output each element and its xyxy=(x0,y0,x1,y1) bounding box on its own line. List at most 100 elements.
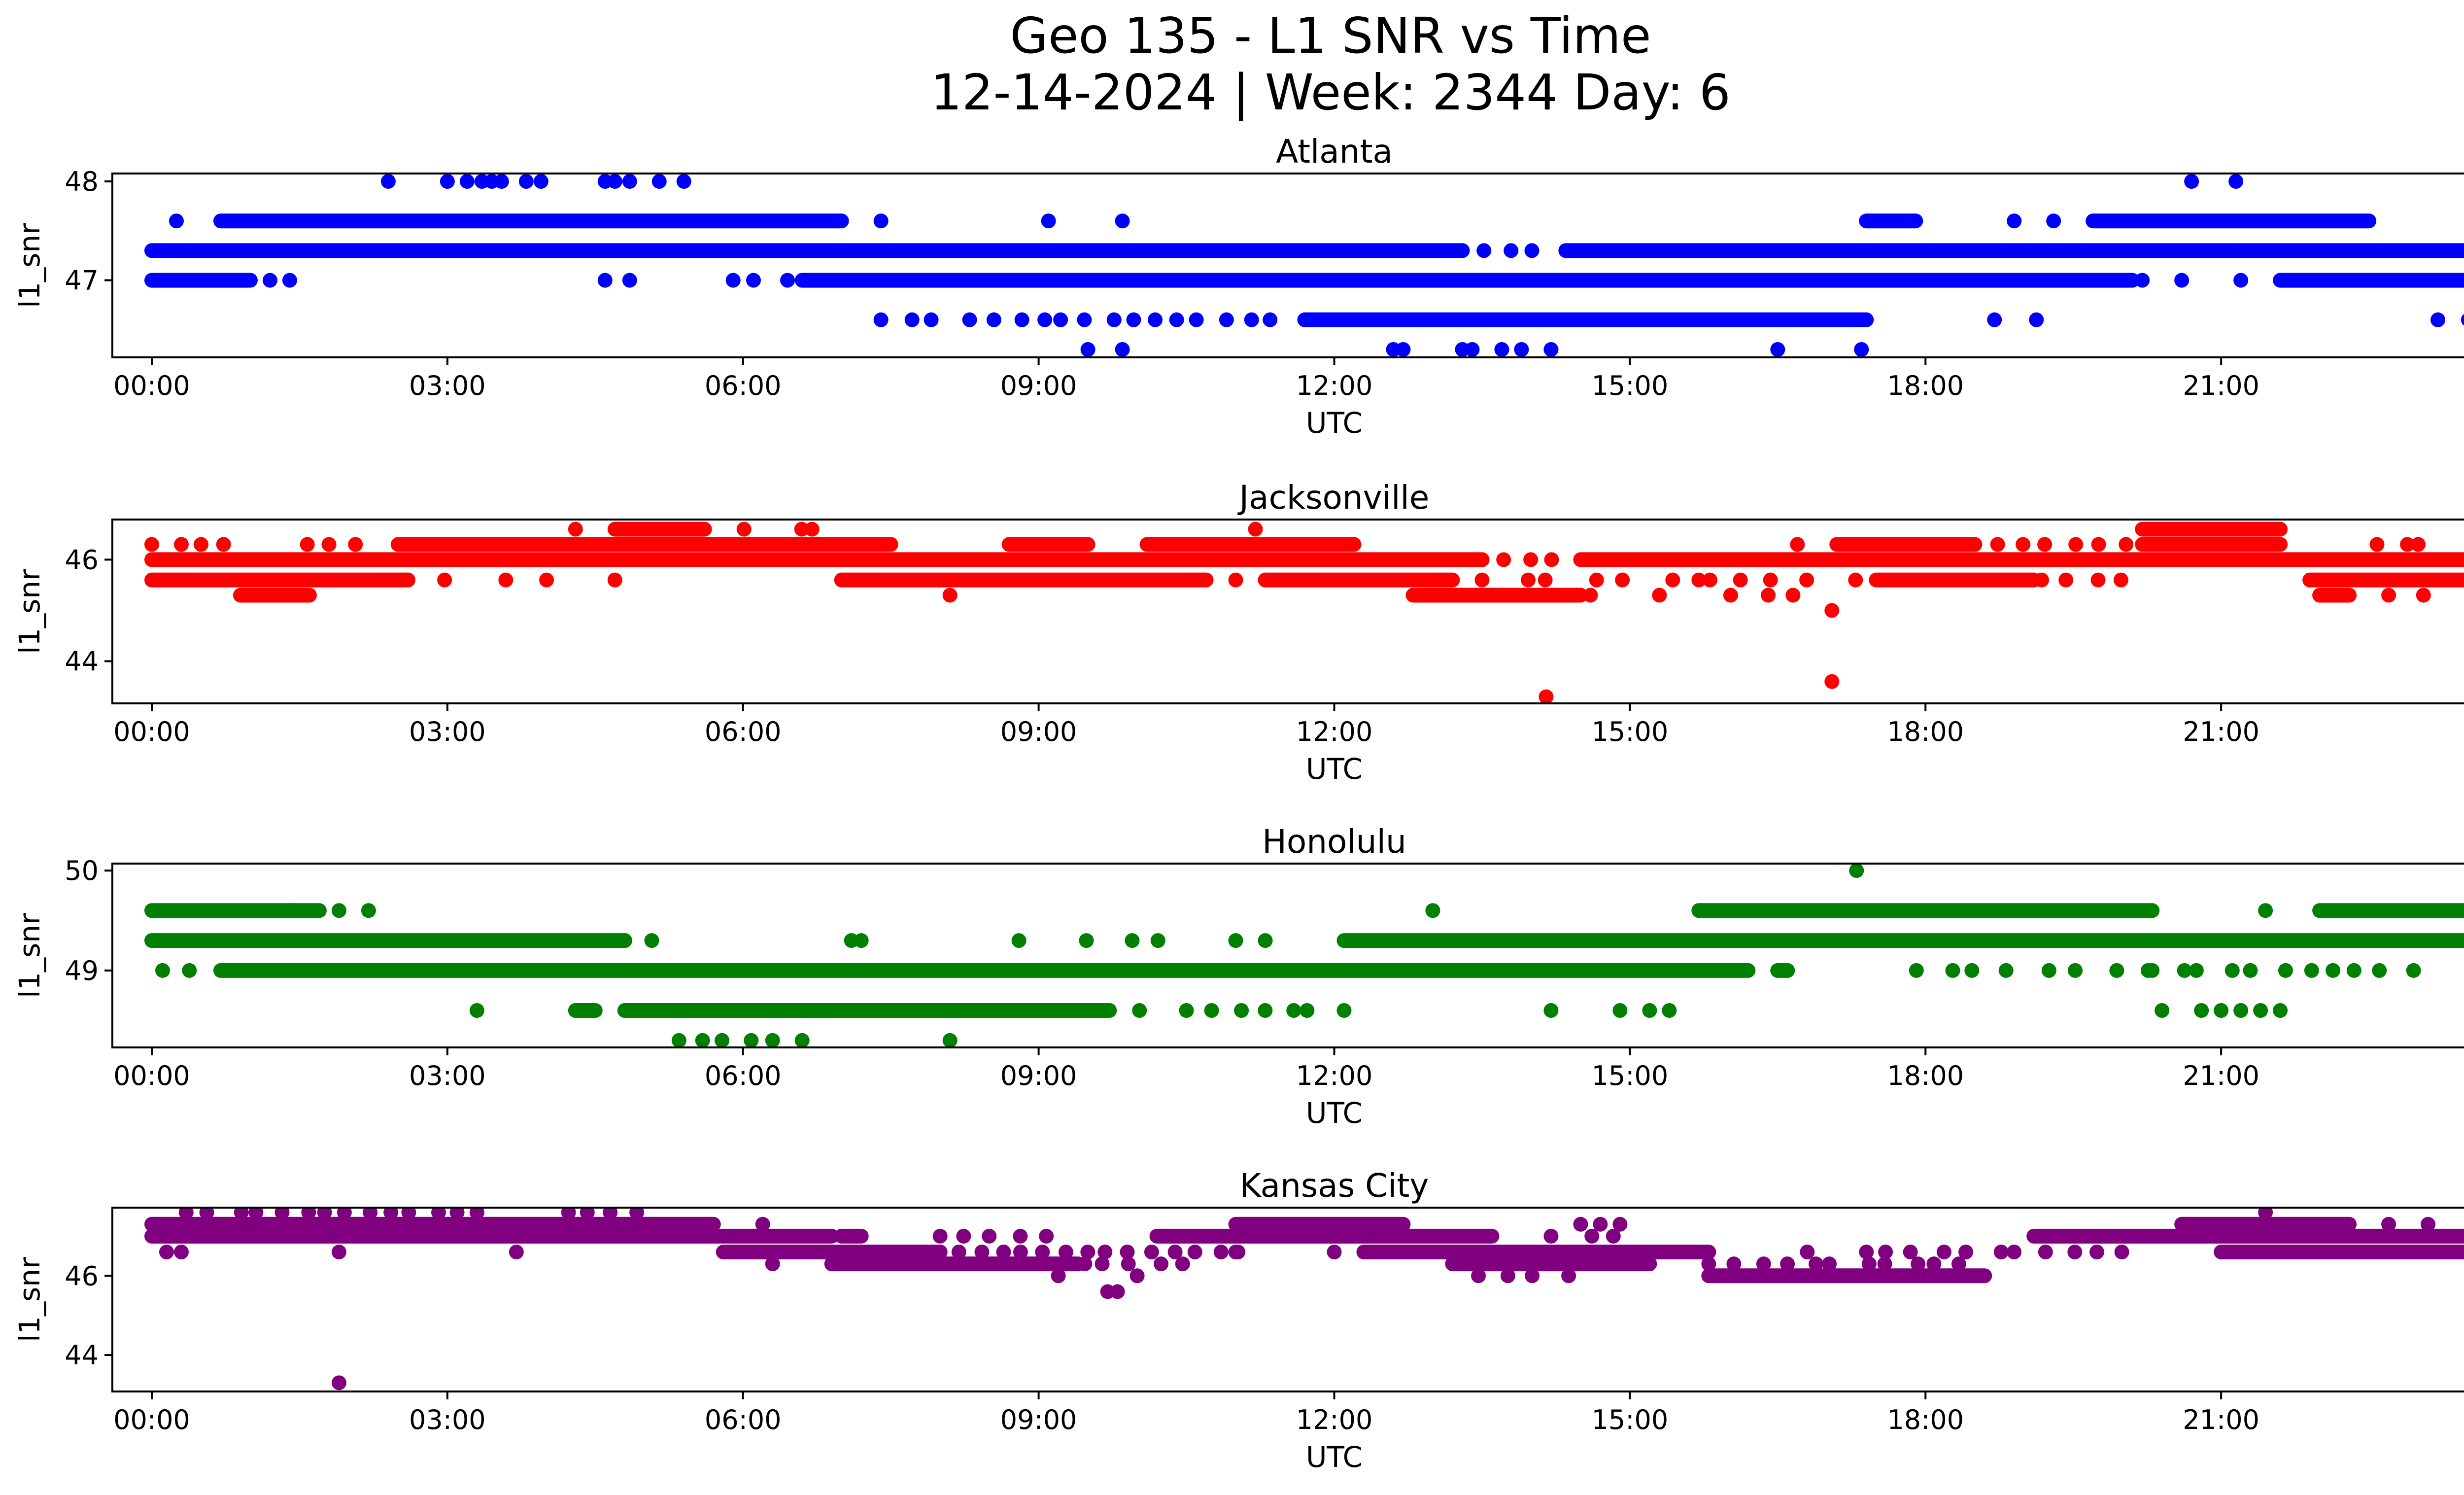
data-point xyxy=(262,273,277,288)
data-point xyxy=(1154,1256,1169,1272)
data-point xyxy=(1543,1228,1559,1244)
data-point xyxy=(996,1245,1011,1260)
data-point xyxy=(986,312,1001,327)
y-tick-label: 46 xyxy=(65,544,99,575)
x-tick-label: 00:00 xyxy=(113,1060,190,1091)
data-point xyxy=(2041,963,2056,978)
data-point xyxy=(331,1245,346,1260)
data-point xyxy=(2401,1245,2416,1260)
data-point xyxy=(746,273,761,288)
data-point xyxy=(2037,537,2053,552)
x-tick-label: 21:00 xyxy=(2183,1060,2259,1091)
data-point xyxy=(962,312,977,327)
data-point xyxy=(1763,572,1778,588)
data-point xyxy=(494,174,509,189)
data-band xyxy=(1558,243,2464,258)
data-point xyxy=(2369,537,2385,552)
data-point xyxy=(2258,903,2273,918)
data-band xyxy=(233,588,317,603)
data-band xyxy=(1001,537,1095,552)
data-point xyxy=(1144,1245,1159,1260)
data-point xyxy=(199,1208,214,1220)
data-point xyxy=(1926,1256,1942,1272)
data-band xyxy=(834,572,1214,588)
y-tick-label: 44 xyxy=(65,646,99,677)
data-point xyxy=(1525,1268,1540,1284)
data-point xyxy=(193,537,208,552)
data-band xyxy=(144,552,1490,567)
data-point xyxy=(1121,1256,1136,1272)
x-tick-label: 15:00 xyxy=(1592,716,1669,747)
data-point xyxy=(1780,1256,1795,1272)
data-band xyxy=(2135,522,2288,537)
data-points xyxy=(144,174,2464,357)
data-point xyxy=(1228,1245,1243,1260)
data-point xyxy=(755,1217,770,1232)
data-point xyxy=(2416,588,2431,603)
data-point xyxy=(2089,1245,2105,1260)
data-band xyxy=(2135,537,2288,552)
x-tick-label: 03:00 xyxy=(409,370,486,401)
data-point xyxy=(1051,1268,1066,1284)
x-tick-label: 12:00 xyxy=(1296,370,1373,401)
data-point xyxy=(2135,273,2150,288)
y-axis-label: l1_snr xyxy=(13,913,46,998)
data-point xyxy=(1990,537,2005,552)
x-tick-label: 18:00 xyxy=(1887,370,1964,401)
data-point xyxy=(2007,213,2022,229)
data-point xyxy=(1561,1268,1576,1284)
x-tick-label: 00:00 xyxy=(113,370,190,401)
data-point xyxy=(1228,572,1243,588)
data-point xyxy=(1327,1245,1342,1260)
data-point xyxy=(380,174,396,189)
data-point xyxy=(178,1208,194,1220)
data-point xyxy=(383,1208,399,1220)
data-point xyxy=(1129,1268,1145,1284)
data-band xyxy=(1770,963,1795,978)
data-point xyxy=(2233,1003,2249,1018)
data-point xyxy=(301,1208,316,1220)
data-point xyxy=(1263,312,1278,327)
data-point xyxy=(1219,312,1234,327)
x-tick-label: 18:00 xyxy=(1887,716,1964,747)
x-tick-label: 06:00 xyxy=(705,716,782,747)
data-point xyxy=(1035,1245,1050,1260)
data-point xyxy=(2228,243,2244,258)
x-tick-label: 09:00 xyxy=(1000,716,1077,747)
data-point xyxy=(597,273,613,288)
data-point xyxy=(1125,933,1140,948)
x-tick-label: 15:00 xyxy=(1592,1060,1669,1091)
data-point xyxy=(1213,1245,1229,1260)
data-point xyxy=(2177,963,2192,978)
data-point xyxy=(1234,1003,1249,1018)
data-band xyxy=(1405,588,1588,603)
x-tick-label: 03:00 xyxy=(409,1404,486,1435)
data-point xyxy=(2214,1003,2229,1018)
data-band xyxy=(824,1256,1086,1272)
data-point xyxy=(2155,1003,2170,1018)
data-point xyxy=(2034,572,2049,588)
data-point xyxy=(1958,1245,1974,1260)
data-point xyxy=(1471,1268,1486,1284)
data-point xyxy=(725,273,741,288)
data-point xyxy=(1106,312,1122,327)
data-point xyxy=(1097,1245,1113,1260)
data-band xyxy=(2302,572,2464,588)
data-point xyxy=(942,1033,958,1047)
data-point xyxy=(1593,1217,1608,1232)
data-point xyxy=(1300,1003,1315,1018)
data-point xyxy=(1701,1256,1716,1272)
data-point xyxy=(331,1375,346,1391)
data-point xyxy=(1761,588,1776,603)
data-point xyxy=(1425,903,1440,918)
data-point xyxy=(873,213,889,229)
data-point xyxy=(671,1033,686,1047)
data-band xyxy=(1356,1245,1716,1260)
data-point xyxy=(1987,312,2002,327)
axes-frame xyxy=(111,863,2464,1048)
data-band xyxy=(834,1228,869,1244)
data-points xyxy=(144,864,2464,1047)
data-point xyxy=(2145,963,2160,978)
chart-title: Geo 135 - L1 SNR vs Time xyxy=(1010,7,1651,65)
data-point xyxy=(1998,963,2014,978)
